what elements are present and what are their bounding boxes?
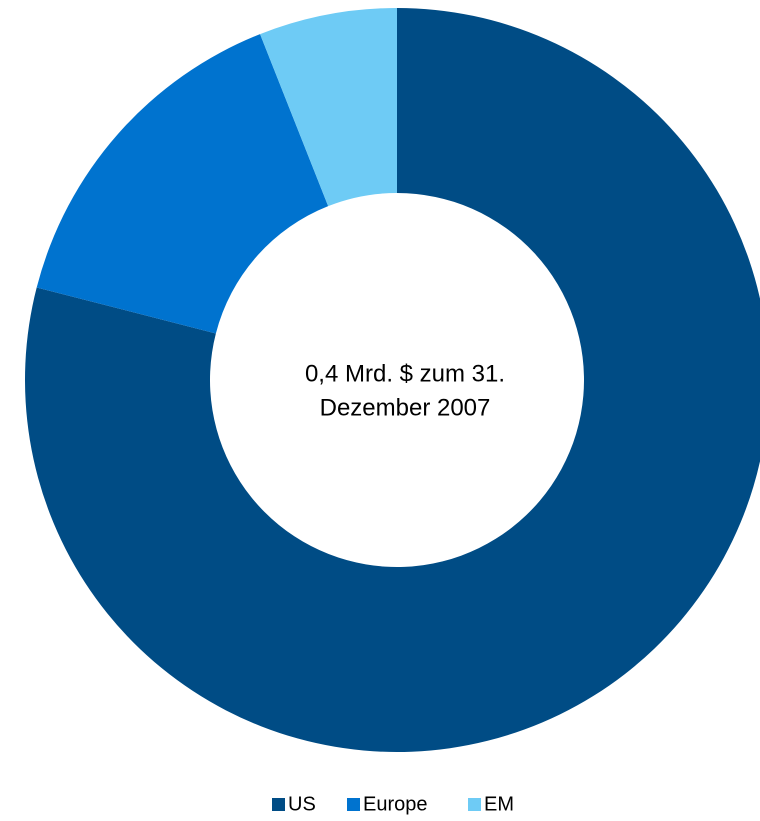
legend-swatch [272,798,285,811]
legend-label: US [288,793,316,815]
legend: US Europe EM [272,793,514,815]
donut-slice [260,8,397,207]
donut-slice [36,34,329,334]
legend-label: Europe [363,793,428,815]
legend-swatch [347,798,360,811]
donut-slice [25,8,760,752]
center-label: Dezember 2007 [320,394,491,421]
legend-swatch [468,798,481,811]
center-label: 0,4 Mrd. $ zum 31. [305,360,505,387]
legend-label: EM [484,793,514,815]
donut [25,8,760,752]
